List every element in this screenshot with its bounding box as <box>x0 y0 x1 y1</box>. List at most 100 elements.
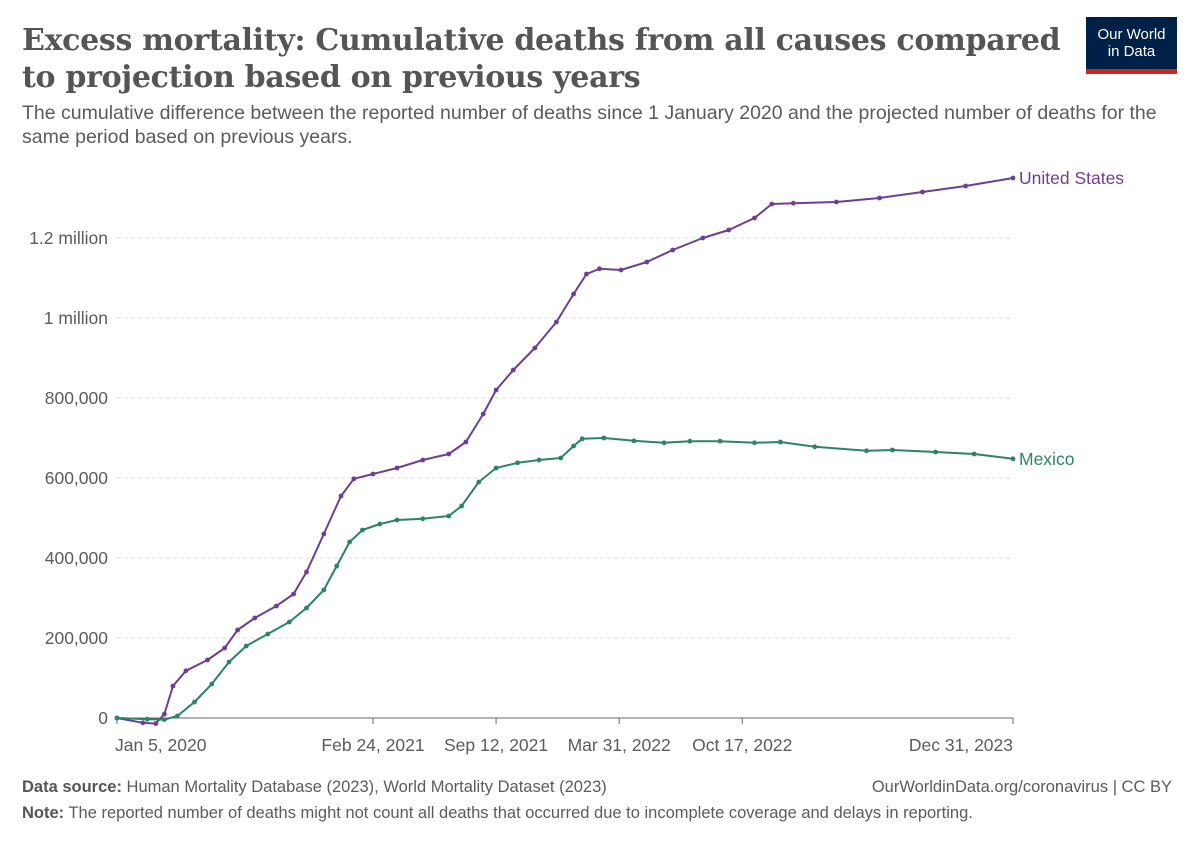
data-point[interactable] <box>274 603 279 609</box>
data-point[interactable] <box>463 439 469 445</box>
data-point[interactable] <box>420 457 426 463</box>
data-point[interactable] <box>304 569 309 575</box>
data-point[interactable] <box>571 291 576 297</box>
data-point[interactable] <box>963 183 968 189</box>
data-point[interactable] <box>864 448 869 454</box>
data-point[interactable] <box>360 527 365 533</box>
data-point[interactable] <box>584 271 589 277</box>
data-point[interactable] <box>597 266 602 272</box>
data-point[interactable] <box>394 517 400 523</box>
x-tick-label: Mar 31, 2022 <box>568 735 671 755</box>
data-point[interactable] <box>347 539 352 545</box>
data-point[interactable] <box>351 476 357 482</box>
data-point[interactable] <box>222 645 228 651</box>
data-point[interactable] <box>209 681 215 687</box>
data-point[interactable] <box>670 247 676 253</box>
data-point[interactable] <box>334 563 340 569</box>
data-point[interactable] <box>476 479 482 485</box>
data-point[interactable] <box>243 643 249 649</box>
data-point[interactable] <box>752 215 757 221</box>
data-point[interactable] <box>174 713 180 719</box>
data-point[interactable] <box>717 438 723 444</box>
data-point[interactable] <box>338 493 344 499</box>
data-point[interactable] <box>420 516 426 522</box>
data-point[interactable] <box>618 267 624 273</box>
data-point[interactable] <box>235 627 241 633</box>
data-point[interactable] <box>162 717 167 722</box>
data-point[interactable] <box>877 195 882 201</box>
data-point[interactable] <box>370 471 376 477</box>
data-point[interactable] <box>304 605 309 611</box>
chart-series: United States Mexico <box>114 168 1124 726</box>
series-label[interactable]: Mexico <box>1019 449 1074 469</box>
data-point[interactable] <box>644 259 650 265</box>
data-point[interactable] <box>601 435 607 441</box>
data-point[interactable] <box>114 715 120 721</box>
data-point[interactable] <box>579 436 585 442</box>
data-point[interactable] <box>170 683 176 689</box>
data-point[interactable] <box>790 200 796 206</box>
data-point[interactable] <box>515 460 520 466</box>
y-tick-label: 600,000 <box>45 468 109 488</box>
data-point[interactable] <box>971 451 977 457</box>
series-united-states: United States <box>114 168 1124 726</box>
series-label[interactable]: United States <box>1019 168 1124 188</box>
data-point[interactable] <box>286 619 292 625</box>
x-tick-label: Feb 24, 2021 <box>321 735 424 755</box>
credit-link[interactable]: OurWorldinData.org/coronavirus | CC BY <box>871 778 1172 796</box>
data-point[interactable] <box>265 631 271 637</box>
data-point[interactable] <box>920 189 925 195</box>
note-label: Note: <box>22 804 65 822</box>
data-point[interactable] <box>812 444 818 450</box>
data-point[interactable] <box>377 521 383 527</box>
data-point[interactable] <box>394 465 400 471</box>
data-point[interactable] <box>480 411 486 417</box>
data-point[interactable] <box>890 447 895 453</box>
data-point[interactable] <box>226 659 232 665</box>
data-point[interactable] <box>687 438 693 444</box>
data-point[interactable] <box>493 465 499 471</box>
data-point[interactable] <box>700 235 706 241</box>
series-mexico: Mexico <box>114 435 1074 722</box>
data-point[interactable] <box>554 319 559 325</box>
data-point[interactable] <box>140 720 146 726</box>
data-point[interactable] <box>321 587 327 593</box>
data-point[interactable] <box>446 513 452 519</box>
data-point[interactable] <box>769 201 775 207</box>
data-point[interactable] <box>726 227 732 233</box>
data-point[interactable] <box>144 716 150 722</box>
data-point[interactable] <box>1010 456 1016 462</box>
data-point[interactable] <box>778 439 783 445</box>
logo-accent-bar <box>1086 69 1177 74</box>
data-point[interactable] <box>183 668 189 674</box>
data-point[interactable] <box>834 199 839 205</box>
data-point[interactable] <box>321 531 327 537</box>
data-point[interactable] <box>192 699 197 705</box>
y-tick-label: 400,000 <box>45 548 109 568</box>
data-point[interactable] <box>536 457 542 463</box>
data-point[interactable] <box>510 367 516 373</box>
series-line[interactable] <box>116 437 1014 721</box>
data-point[interactable] <box>252 615 258 621</box>
data-point[interactable] <box>446 451 452 457</box>
data-point[interactable] <box>571 443 576 449</box>
logo-line-1: Our World <box>1097 26 1166 43</box>
data-point[interactable] <box>631 438 637 444</box>
data-point[interactable] <box>933 449 938 455</box>
owid-logo[interactable]: Our World in Data <box>1086 17 1177 74</box>
data-point[interactable] <box>661 440 667 446</box>
chart-title: Excess mortality: Cumulative deaths from… <box>22 23 1061 95</box>
data-point[interactable] <box>558 455 564 461</box>
series-line[interactable] <box>116 177 1014 725</box>
data-point[interactable] <box>205 657 210 663</box>
data-point[interactable] <box>153 721 159 726</box>
footer-source: Data source: Human Mortality Database (2… <box>22 776 1172 798</box>
data-point[interactable] <box>493 387 499 393</box>
x-tick-label: Sep 12, 2021 <box>444 735 548 755</box>
data-point[interactable] <box>532 345 538 351</box>
data-point[interactable] <box>1010 175 1016 181</box>
data-point[interactable] <box>162 711 167 717</box>
data-point[interactable] <box>291 591 296 597</box>
data-point[interactable] <box>752 440 757 446</box>
data-point[interactable] <box>459 503 464 509</box>
